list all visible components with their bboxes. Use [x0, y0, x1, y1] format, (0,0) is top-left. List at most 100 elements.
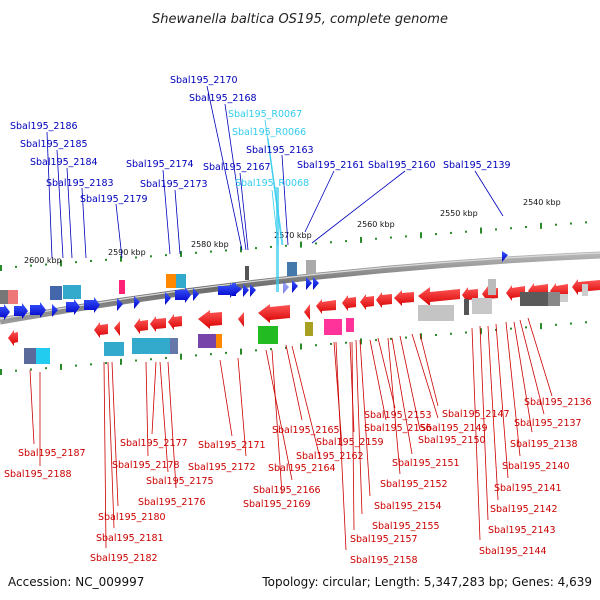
gene-label-sbal195-2154[interactable]: Sbal195_2154 [374, 501, 442, 512]
gene-label-sbal195-2161[interactable]: Sbal195_2161 [297, 160, 365, 171]
gene-label-sbal195-2144[interactable]: Sbal195_2144 [479, 546, 547, 557]
feature-box[interactable] [176, 274, 186, 288]
gene-arrow[interactable] [218, 283, 236, 298]
gene-arrow[interactable] [14, 303, 28, 319]
gene-label-sbal195-2166[interactable]: Sbal195_2166 [253, 485, 321, 496]
gene-label-sbal195-2174[interactable]: Sbal195_2174 [126, 159, 194, 170]
gene-arrow[interactable] [502, 251, 508, 262]
gene-arrow[interactable] [292, 280, 298, 293]
gene-label-sbal195-2178[interactable]: Sbal195_2178 [112, 460, 180, 471]
feature-box[interactable] [582, 284, 588, 296]
gene-arrow[interactable] [376, 292, 392, 308]
gene-label-sbal195-2150[interactable]: Sbal195_2150 [418, 435, 486, 446]
gene-arrow[interactable] [243, 284, 249, 297]
gene-label-sbal195-2180[interactable]: Sbal195_2180 [98, 512, 166, 523]
gene-arrow[interactable] [84, 297, 100, 313]
gene-label-sbal195-2143[interactable]: Sbal195_2143 [488, 525, 556, 536]
gene-label-sbal195-2155[interactable]: Sbal195_2155 [372, 521, 440, 532]
gene-arrow[interactable] [66, 299, 80, 315]
feature-box[interactable] [63, 285, 81, 299]
feature-box[interactable] [198, 334, 216, 348]
feature-box[interactable] [287, 262, 297, 276]
gene-label-sbal195-r0066[interactable]: Sbal195_R0066 [232, 127, 306, 138]
gene-label-sbal195-2169[interactable]: Sbal195_2169 [243, 499, 311, 510]
gene-arrow[interactable] [8, 330, 18, 346]
gene-label-sbal195-2188[interactable]: Sbal195_2188 [4, 469, 72, 480]
feature-box[interactable] [324, 319, 342, 335]
gene-arrow[interactable] [0, 304, 10, 320]
gene-label-sbal195-2167[interactable]: Sbal195_2167 [203, 162, 271, 173]
feature-box[interactable] [472, 298, 492, 314]
gene-label-sbal195-2160[interactable]: Sbal195_2160 [368, 160, 436, 171]
gene-arrow[interactable] [175, 287, 191, 303]
gene-label-sbal195-2179[interactable]: Sbal195_2179 [80, 194, 148, 205]
gene-arrow[interactable] [394, 290, 414, 306]
gene-label-sbal195-2173[interactable]: Sbal195_2173 [140, 179, 208, 190]
gene-arrow[interactable] [94, 322, 108, 338]
gene-arrow[interactable] [304, 304, 310, 320]
gene-arrow[interactable] [360, 294, 374, 310]
gene-arrow[interactable] [193, 288, 199, 301]
feature-box[interactable] [50, 286, 62, 300]
feature-box[interactable] [0, 290, 8, 304]
feature-box[interactable] [346, 318, 354, 332]
gene-arrow[interactable] [316, 299, 336, 314]
gene-label-sbal195-2185[interactable]: Sbal195_2185 [20, 139, 88, 150]
gene-label-sbal195-2176[interactable]: Sbal195_2176 [138, 497, 206, 508]
gene-label-sbal195-2158[interactable]: Sbal195_2158 [350, 555, 418, 566]
gene-arrow[interactable] [168, 314, 182, 330]
gene-label-sbal195-2141[interactable]: Sbal195_2141 [494, 483, 562, 494]
feature-box[interactable] [216, 334, 222, 348]
gene-label-sbal195-2142[interactable]: Sbal195_2142 [490, 504, 558, 515]
gene-label-sbal195-2175[interactable]: Sbal195_2175 [146, 476, 214, 487]
feature-box[interactable] [258, 326, 278, 344]
gene-label-sbal195-2164[interactable]: Sbal195_2164 [268, 463, 336, 474]
gene-label-sbal195-2163[interactable]: Sbal195_2163 [246, 145, 314, 156]
feature-box[interactable] [170, 338, 178, 354]
gene-label-sbal195-2162[interactable]: Sbal195_2162 [296, 451, 364, 462]
gene-arrow[interactable] [52, 304, 58, 317]
gene-label-sbal195-r0068[interactable]: Sbal195_R0068 [235, 178, 309, 189]
gene-label-sbal195-2182[interactable]: Sbal195_2182 [90, 553, 158, 564]
feature-box[interactable] [119, 280, 125, 294]
gene-arrow[interactable] [134, 296, 140, 309]
gene-arrow[interactable] [238, 312, 244, 327]
feature-box[interactable] [548, 292, 560, 306]
gene-label-sbal195-2147[interactable]: Sbal195_2147 [442, 409, 510, 420]
gene-label-sbal195-2140[interactable]: Sbal195_2140 [502, 461, 570, 472]
gene-label-sbal195-2151[interactable]: Sbal195_2151 [392, 458, 460, 469]
gene-arrow[interactable] [283, 281, 289, 294]
gene-arrow[interactable] [418, 287, 460, 306]
feature-box[interactable] [464, 299, 469, 315]
gene-arrow[interactable] [198, 310, 222, 329]
gene-arrow[interactable] [165, 292, 171, 305]
gene-label-sbal195-2159[interactable]: Sbal195_2159 [316, 437, 384, 448]
gene-label-sbal195-2138[interactable]: Sbal195_2138 [510, 439, 578, 450]
gene-arrow[interactable] [150, 316, 166, 332]
gene-label-sbal195-2137[interactable]: Sbal195_2137 [514, 418, 582, 429]
feature-box[interactable] [104, 342, 124, 356]
gene-arrow[interactable] [258, 304, 290, 323]
gene-arrow[interactable] [250, 284, 256, 297]
gene-label-sbal195-2171[interactable]: Sbal195_2171 [198, 440, 266, 451]
feature-box[interactable] [418, 305, 454, 321]
feature-box[interactable] [560, 294, 568, 302]
gene-arrow[interactable] [134, 318, 148, 334]
gene-label-sbal195-2156[interactable]: Sbal195_2156 [364, 423, 432, 434]
feature-box[interactable] [245, 266, 249, 280]
gene-arrow[interactable] [306, 277, 312, 290]
gene-arrow[interactable] [342, 295, 356, 311]
feature-box[interactable] [520, 292, 548, 306]
gene-label-sbal195-2170[interactable]: Sbal195_2170 [170, 75, 238, 86]
gene-arrow[interactable] [30, 302, 46, 318]
feature-box[interactable] [306, 260, 316, 274]
gene-label-sbal195-2139[interactable]: Sbal195_2139 [443, 160, 511, 171]
feature-box[interactable] [305, 322, 313, 336]
gene-label-sbal195-2149[interactable]: Sbal195_2149 [420, 423, 488, 434]
gene-label-sbal195-2186[interactable]: Sbal195_2186 [10, 121, 78, 132]
gene-label-sbal195-2153[interactable]: Sbal195_2153 [364, 410, 432, 421]
gene-label-sbal195-2136[interactable]: Sbal195_2136 [524, 397, 592, 408]
gene-arrow[interactable] [506, 285, 525, 301]
feature-box[interactable] [132, 338, 170, 354]
gene-arrow[interactable] [313, 277, 319, 290]
